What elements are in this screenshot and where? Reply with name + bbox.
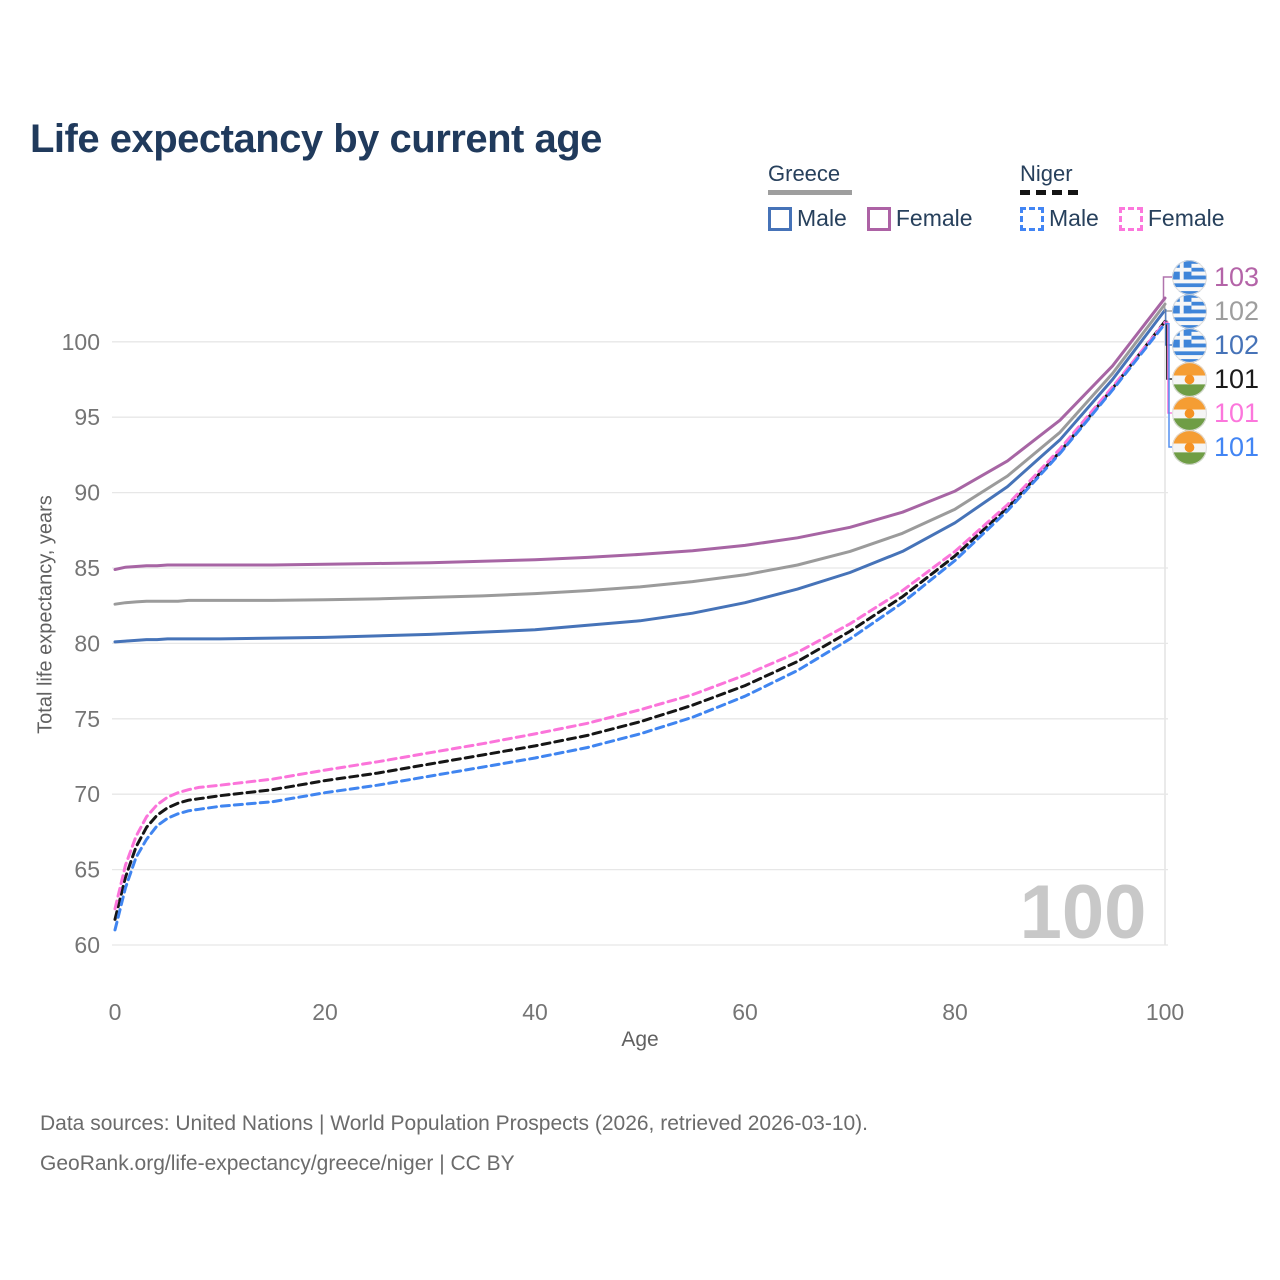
end-label-niger-average: 101 bbox=[1172, 361, 1260, 397]
series-line-niger-female[interactable] bbox=[113, 320, 1167, 911]
x-tick-60: 60 bbox=[732, 999, 758, 1025]
end-value-niger-average: 101 bbox=[1214, 363, 1260, 394]
y-tick-100: 100 bbox=[62, 329, 100, 355]
y-tick-90: 90 bbox=[74, 480, 100, 506]
legend-swatch-niger-male bbox=[1020, 206, 1044, 231]
x-tick-100: 100 bbox=[1146, 999, 1184, 1025]
end-label-leader-greece-female bbox=[1162, 276, 1175, 299]
footer: Data sources: United Nations | World Pop… bbox=[40, 1104, 868, 1184]
legend-group-niger: Niger Male Female bbox=[1020, 161, 1225, 232]
x-tick-0: 0 bbox=[109, 999, 122, 1025]
end-label-niger-female: 101 bbox=[1172, 395, 1260, 431]
legend-item-greece-male[interactable]: Male bbox=[768, 205, 847, 232]
greece-flag-icon bbox=[1172, 259, 1207, 295]
footer-attribution: GeoRank.org/life-expectancy/greece/niger… bbox=[40, 1152, 515, 1175]
page-title: Life expectancy by current age bbox=[30, 116, 602, 161]
legend-label: Male bbox=[797, 205, 847, 231]
end-label-greece-male: 102 bbox=[1172, 327, 1260, 363]
legend-group-greece: Greece Male Female bbox=[768, 161, 973, 232]
x-tick-20: 20 bbox=[312, 999, 338, 1025]
y-tick-75: 75 bbox=[74, 706, 100, 732]
niger-flag-icon bbox=[1172, 395, 1207, 431]
legend-greece-line-sample bbox=[768, 190, 852, 195]
end-value-niger-female: 101 bbox=[1214, 397, 1260, 428]
niger-flag-icon bbox=[1172, 361, 1207, 397]
legend-swatch-greece-male bbox=[768, 206, 792, 231]
end-label-leader-niger-average bbox=[1165, 320, 1175, 380]
legend-swatch-niger-female bbox=[1118, 206, 1143, 231]
y-tick-80: 80 bbox=[74, 630, 100, 656]
legend-country-greece[interactable]: Greece bbox=[768, 161, 841, 186]
end-label-greece-average: 102 bbox=[1172, 293, 1260, 329]
legend-label: Male bbox=[1049, 205, 1099, 231]
x-tick-40: 40 bbox=[522, 999, 548, 1025]
greece-flag-icon bbox=[1172, 327, 1207, 363]
legend-item-niger-female[interactable]: Female bbox=[1118, 205, 1225, 232]
legend-swatch-greece-female bbox=[866, 206, 891, 231]
y-tick-70: 70 bbox=[74, 781, 100, 807]
legend-item-niger-male[interactable]: Male bbox=[1020, 205, 1099, 232]
legend-niger-line-sample bbox=[1020, 190, 1082, 195]
legend-country-niger[interactable]: Niger bbox=[1020, 161, 1073, 186]
life-expectancy-chart: 60 65 70 75 80 85 90 95 100 0 20 40 60 80 100 100 bbox=[62, 276, 1184, 1025]
end-label-leader-niger-female bbox=[1165, 321, 1175, 414]
series-line-niger-average[interactable] bbox=[113, 319, 1167, 921]
end-value-greece-male: 102 bbox=[1214, 329, 1260, 360]
end-label-leader-greece-male bbox=[1164, 309, 1175, 346]
series-line-greece-female[interactable] bbox=[113, 296, 1167, 571]
x-axis-title: Age bbox=[621, 1028, 659, 1051]
y-tick-60: 60 bbox=[74, 932, 100, 958]
niger-flag-icon bbox=[1172, 429, 1207, 465]
end-value-greece-female: 103 bbox=[1214, 261, 1260, 292]
legend-label: Female bbox=[895, 205, 973, 231]
greece-flag-icon bbox=[1172, 293, 1207, 329]
end-value-greece-average: 102 bbox=[1214, 295, 1260, 326]
y-tick-65: 65 bbox=[74, 857, 100, 883]
y-tick-95: 95 bbox=[74, 404, 100, 430]
end-label-leader-greece-average bbox=[1163, 303, 1175, 312]
series-line-greece-average[interactable] bbox=[113, 302, 1167, 606]
footer-data-sources: Data sources: United Nations | World Pop… bbox=[40, 1112, 869, 1135]
y-tick-85: 85 bbox=[74, 555, 100, 581]
end-label-niger-male: 101 bbox=[1172, 429, 1260, 465]
series-line-niger-male[interactable] bbox=[113, 322, 1167, 932]
series-line-greece-male[interactable] bbox=[113, 308, 1167, 644]
end-value-niger-male: 101 bbox=[1214, 431, 1260, 462]
end-label-greece-female: 103 bbox=[1172, 259, 1260, 295]
legend-item-greece-female[interactable]: Female bbox=[866, 205, 973, 232]
age-watermark: 100 bbox=[1020, 870, 1147, 955]
x-tick-80: 80 bbox=[942, 999, 968, 1025]
legend-label: Female bbox=[1147, 205, 1225, 231]
